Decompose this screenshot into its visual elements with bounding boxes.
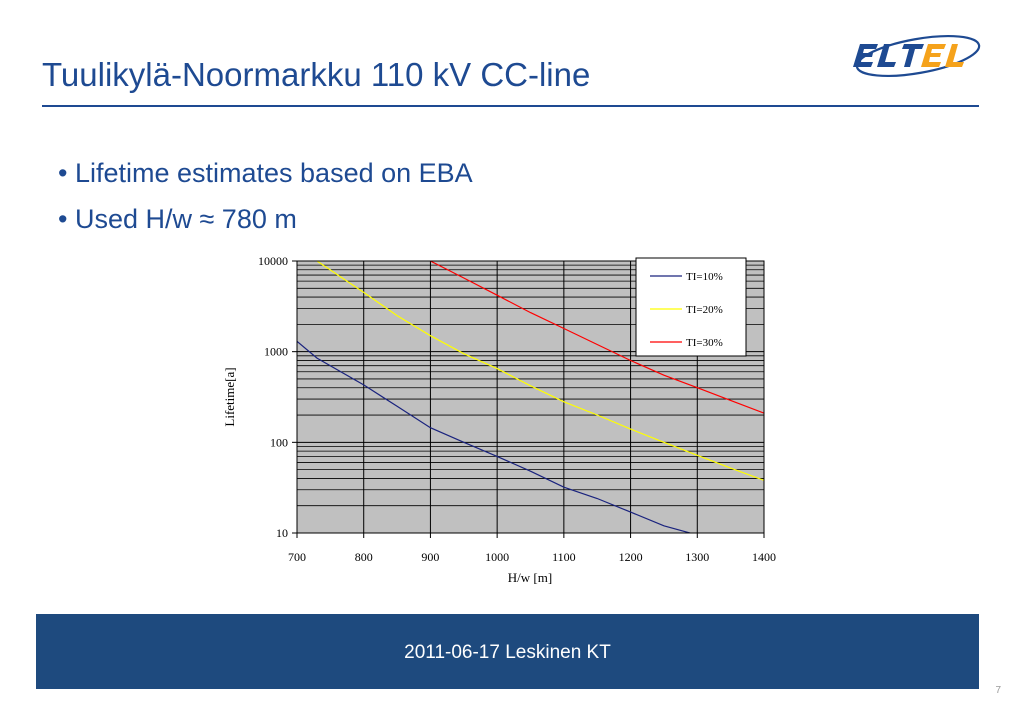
bullet-item: • Lifetime estimates based on EBA	[58, 158, 473, 188]
footer-bar: 2011-06-17 Leskinen KT	[36, 614, 979, 689]
footer-text: 2011-06-17 Leskinen KT	[404, 642, 611, 663]
logo-letters-e-l	[921, 44, 964, 67]
legend-label: TI=30%	[686, 337, 723, 349]
plot-border	[296, 260, 765, 534]
page-number: 7	[995, 685, 1001, 696]
x-tick-label: 1000	[485, 550, 509, 564]
title-underline	[42, 105, 979, 107]
series-line	[430, 261, 764, 414]
y-tick-label: 10	[276, 526, 288, 540]
logo-letters-e-l-t	[853, 44, 924, 67]
eltel-logo	[853, 34, 981, 78]
x-axis-label: H/w [m]	[508, 570, 552, 585]
x-tick-label: 700	[288, 550, 306, 564]
y-tick-label: 100	[270, 435, 288, 449]
x-tick-label: 1200	[619, 550, 643, 564]
x-tick-label: 1100	[552, 550, 576, 564]
series-line	[316, 261, 764, 481]
bullet-list: • Lifetime estimates based on EBA • Used…	[58, 150, 473, 242]
legend-box	[635, 257, 747, 357]
y-axis-label: Lifetime[a]	[222, 367, 237, 426]
legend-label: TI=10%	[686, 271, 723, 283]
x-tick-label: 1400	[752, 550, 776, 564]
x-tick-label: 800	[355, 550, 373, 564]
x-tick-label: 900	[421, 550, 439, 564]
bullet-item: • Used H/w ≈ 780 m	[58, 204, 297, 234]
legend-label: TI=20%	[686, 304, 723, 316]
x-tick-label: 1300	[685, 550, 709, 564]
lifetime-chart: 10 100 1000 10000 700 800 900 1000 1100 1200 1300 1…	[222, 254, 776, 585]
logo-swoosh	[855, 34, 981, 78]
y-tick-label: 1000	[264, 345, 288, 359]
slide-title: Tuulikylä-Noormarkku 110 kV CC-line	[42, 56, 591, 93]
y-tick-label: 10000	[258, 254, 288, 268]
series-line	[297, 340, 693, 533]
